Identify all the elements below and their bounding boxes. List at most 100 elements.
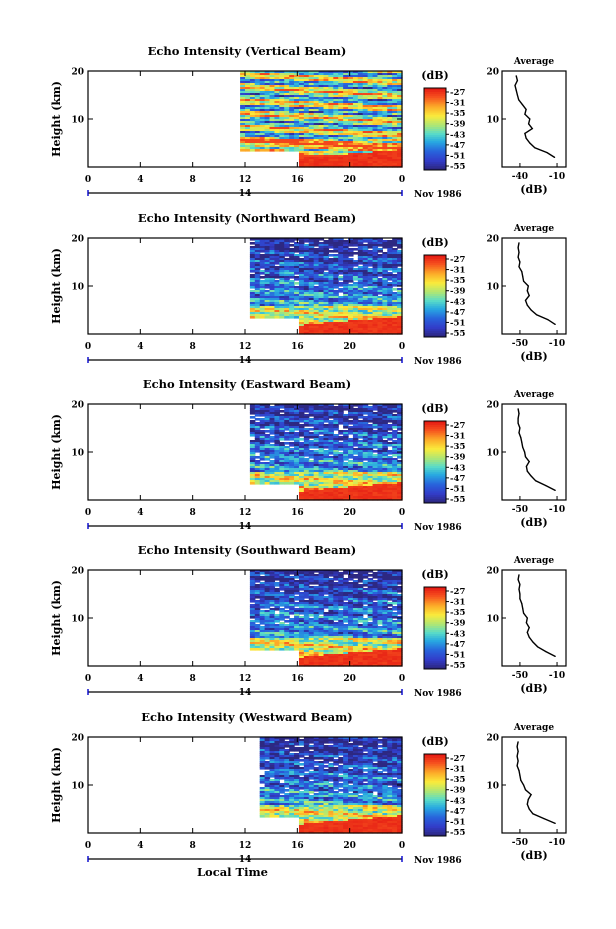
heatmap-cell	[313, 310, 320, 313]
heatmap-cell	[343, 420, 349, 423]
heatmap-cell	[245, 89, 251, 92]
heatmap-cell	[372, 266, 379, 269]
heatmap-cell	[372, 278, 379, 281]
heatmap-cell	[249, 586, 256, 589]
heatmap-cell	[249, 580, 256, 583]
heatmap-cell	[284, 594, 290, 597]
heatmap-cell	[294, 452, 300, 455]
heatmap-cell	[249, 450, 256, 453]
heatmap-cell	[294, 81, 300, 84]
heatmap-cell	[245, 133, 251, 136]
heatmap-cell	[397, 260, 403, 263]
heatmap-cell	[348, 416, 354, 419]
heatmap-cell	[397, 163, 403, 166]
heatmap-cell	[279, 135, 285, 138]
heatmap-cell	[284, 312, 290, 315]
heatmap-cell	[382, 478, 388, 481]
heatmap-cell	[323, 280, 330, 283]
heatmap-cell	[343, 424, 349, 427]
heatmap-cell	[318, 143, 325, 146]
heatmap-cell	[303, 604, 310, 607]
heatmap-cell	[254, 300, 261, 303]
x-tick-label: 8	[190, 175, 196, 185]
heatmap-cell	[323, 163, 330, 166]
heatmap-cell	[338, 320, 344, 323]
heatmap-cell	[254, 266, 261, 269]
profile-point	[524, 132, 526, 134]
heatmap-cell	[348, 298, 354, 301]
heatmap-cell	[318, 426, 325, 429]
heatmap-cell	[308, 320, 315, 323]
heatmap-cell	[392, 276, 398, 279]
heatmap-cell	[254, 424, 261, 427]
heatmap-cell	[279, 73, 285, 76]
heatmap-cell	[352, 410, 359, 413]
heatmap-cell	[249, 79, 256, 82]
heatmap-cell	[274, 292, 280, 295]
heatmap-cell	[313, 444, 320, 447]
heatmap-cell	[338, 480, 344, 483]
heatmap-cell	[259, 606, 266, 609]
heatmap-cell	[372, 75, 379, 78]
heatmap-cell	[269, 246, 276, 249]
heatmap-cell	[352, 278, 359, 281]
heatmap-cell	[323, 254, 330, 257]
heatmap-cell	[387, 125, 393, 128]
heatmap-cell	[372, 95, 379, 98]
heatmap-cell	[303, 430, 310, 433]
heatmap-cell	[279, 258, 285, 261]
heatmap-cell	[240, 137, 246, 140]
heatmap-cell	[382, 258, 388, 261]
colorbar-units: (dB)	[421, 236, 448, 249]
colorbar-segment	[424, 427, 446, 430]
heatmap-cell	[343, 119, 349, 122]
heatmap-cell	[298, 618, 305, 621]
heatmap-cell	[289, 638, 295, 641]
heatmap-cell	[254, 574, 261, 577]
heatmap-cell	[259, 95, 266, 98]
heatmap-cell	[377, 282, 383, 285]
heatmap-cell	[343, 81, 349, 84]
heatmap-cell	[303, 446, 310, 449]
heatmap-cell	[313, 272, 320, 275]
heatmap-cell	[328, 314, 334, 317]
heatmap-cell	[397, 264, 403, 267]
heatmap-cell	[352, 270, 359, 273]
heatmap-cell	[254, 109, 261, 112]
heatmap-cell	[387, 410, 393, 413]
heatmap-cell	[362, 450, 369, 453]
heatmap-cell	[249, 428, 256, 431]
heatmap-cell	[284, 466, 290, 469]
heatmap-cell	[348, 244, 354, 247]
heatmap-cell	[328, 422, 334, 425]
heatmap-cell	[392, 79, 398, 82]
heatmap-cell	[397, 438, 403, 441]
heatmap-cell	[303, 113, 310, 116]
heatmap-cell	[274, 602, 280, 605]
heatmap-cell	[284, 418, 290, 421]
heatmap-cell	[259, 238, 266, 241]
heatmap-cell	[294, 448, 300, 451]
heatmap-cell	[269, 290, 276, 293]
heatmap-cell	[289, 448, 295, 451]
heatmap-cell	[387, 139, 393, 142]
heatmap-cell	[254, 252, 261, 255]
heatmap-cell	[269, 274, 276, 277]
heatmap-cell	[264, 636, 271, 639]
heatmap-cell	[308, 262, 315, 265]
heatmap-cell	[362, 77, 369, 80]
heatmap-cell	[323, 73, 330, 76]
heatmap-cell	[294, 570, 300, 573]
heatmap-cell	[264, 300, 271, 303]
heatmap-cell	[303, 268, 310, 271]
heatmap-cell	[343, 151, 349, 154]
heatmap-cell	[338, 300, 344, 303]
heatmap-cell	[318, 472, 325, 475]
heatmap-cell	[387, 107, 393, 110]
heatmap-cell	[377, 434, 383, 437]
heatmap-cell	[298, 476, 305, 479]
heatmap-cell	[240, 95, 246, 98]
heatmap-cell	[274, 137, 280, 140]
heatmap-cell	[313, 326, 320, 329]
heatmap-cell	[308, 133, 315, 136]
